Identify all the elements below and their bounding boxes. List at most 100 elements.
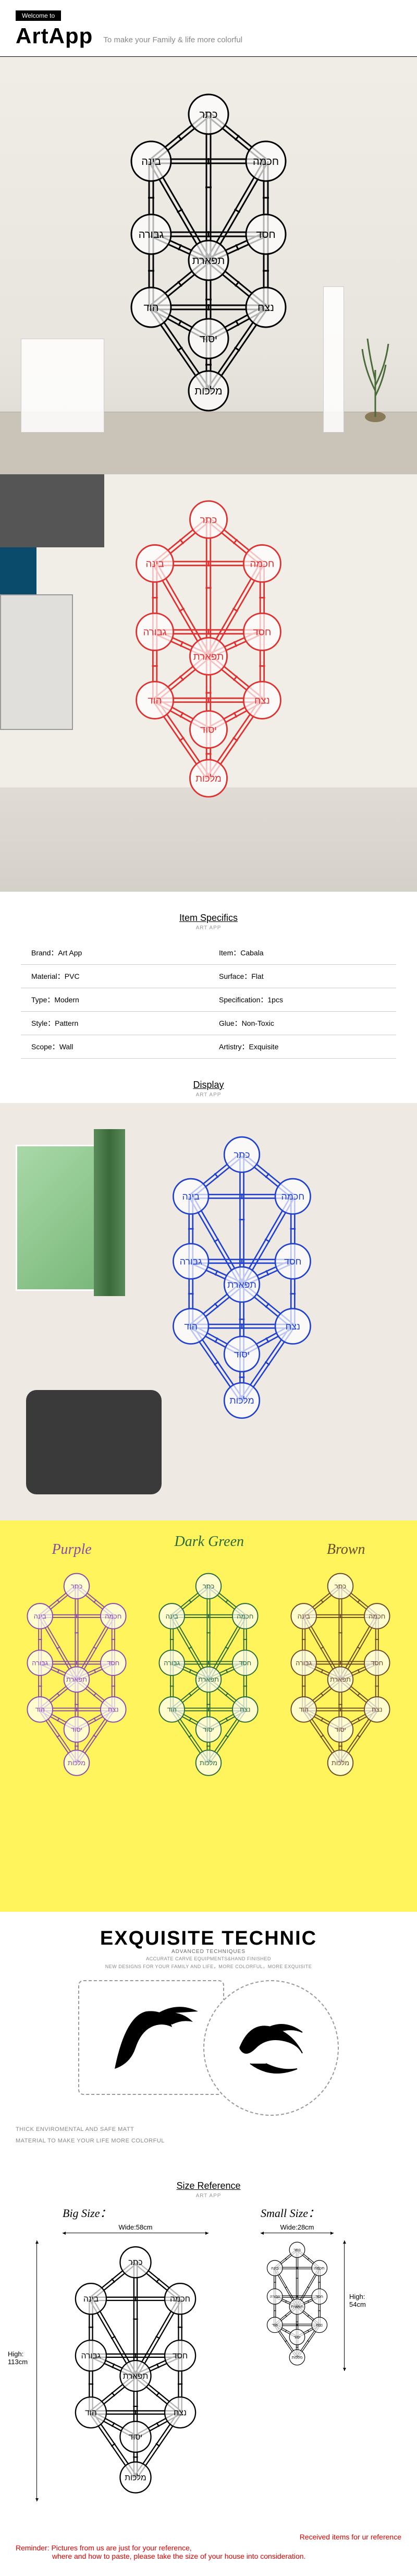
- svg-text:חסד: חסד: [316, 2294, 324, 2299]
- svg-text:כתר: כתר: [200, 109, 218, 121]
- svg-text:בינה: בינה: [298, 1612, 310, 1620]
- svg-text:יסוד: יסוד: [71, 1726, 82, 1733]
- product-scene-3: כתרחכמהבינהחסדגבורהתפארתנצחהודיסודמלכות: [0, 1103, 417, 1520]
- svg-text:תפארת: תפארת: [330, 1675, 351, 1683]
- technic-image-2: [203, 1980, 339, 2116]
- svg-text:חסד: חסד: [107, 1659, 119, 1667]
- technic-image-1: [78, 1980, 224, 2095]
- svg-text:כתר: כתר: [203, 1582, 214, 1590]
- section-title: Size Reference: [0, 2180, 417, 2191]
- svg-text:בינה: בינה: [83, 2295, 99, 2304]
- svg-text:חסד: חסד: [371, 1659, 384, 1667]
- svg-text:תפארת: תפארת: [193, 651, 224, 662]
- svg-text:בינה: בינה: [33, 1612, 46, 1620]
- variant-label-purple: Purple: [52, 1541, 91, 1558]
- svg-text:תפארת: תפארת: [66, 1675, 87, 1683]
- svg-text:תפארת: תפארת: [291, 2305, 303, 2309]
- svg-text:יסוד: יסוד: [203, 1726, 214, 1733]
- svg-text:חכמה: חכמה: [314, 2266, 324, 2271]
- svg-text:מלכות: מלכות: [229, 1395, 254, 1406]
- svg-text:נצח: נצח: [316, 2323, 323, 2328]
- svg-text:יסוד: יסוד: [200, 333, 217, 345]
- color-variants-panel: Purple Dark Green Brown כתרחכמהבינהחסדגב…: [0, 1520, 417, 1912]
- svg-text:הוד: הוד: [85, 2409, 97, 2417]
- plant-icon: [354, 328, 396, 422]
- spec-cell: Brand：Art App: [21, 941, 208, 965]
- variant-label-brown: Brown: [327, 1541, 365, 1558]
- svg-text:בינה: בינה: [141, 156, 161, 167]
- svg-text:מלכות: מלכות: [125, 2473, 146, 2482]
- section-sub: ART APP: [0, 2193, 417, 2199]
- svg-text:חסד: חסד: [239, 1659, 251, 1667]
- svg-text:חכמה: חכמה: [105, 1612, 121, 1620]
- specs-table: Brand：Art AppItem：CabalaMaterial：PVCSurf…: [21, 941, 396, 1059]
- svg-text:חכמה: חכמה: [281, 1191, 304, 1202]
- svg-text:נצח: נצח: [240, 1706, 250, 1714]
- big-width-label: Wide:58cm: [63, 2223, 208, 2231]
- svg-text:כתר: כתר: [293, 2248, 301, 2252]
- tree-of-life-green: כתרחכמהבינהחסדגבורהתפארתנצחהודיסודמלכות: [149, 1568, 268, 1777]
- svg-text:תפארת: תפארת: [227, 1279, 256, 1290]
- svg-text:מלכות: מלכות: [68, 1759, 85, 1767]
- small-height-label: High: 54cm: [349, 2293, 366, 2308]
- spec-cell: Glue：Non-Toxic: [208, 1012, 396, 1035]
- section-header-size: Size Reference ART APP: [0, 2180, 417, 2199]
- spec-cell: Scope：Wall: [21, 1035, 208, 1059]
- section-header-display: Display ART APP: [0, 1080, 417, 1098]
- technic-desc1: ACCURATE CARVE EQUIPMENTS&HAND FINISHED: [16, 1956, 401, 1961]
- small-width-label: Wide:28cm: [261, 2223, 334, 2231]
- svg-text:גבורה: גבורה: [143, 626, 166, 637]
- svg-text:כתר: כתר: [335, 1582, 346, 1590]
- product-scene-2: כתרחכמהבינהחסדגבורהתפארתנצחהודיסודמלכות: [0, 474, 417, 892]
- svg-text:מלכות: מלכות: [200, 1759, 217, 1767]
- svg-text:מלכות: מלכות: [195, 773, 222, 784]
- svg-text:כתר: כתר: [200, 514, 217, 525]
- svg-text:חכמה: חכמה: [250, 558, 275, 569]
- section-title: Display: [0, 1080, 417, 1091]
- tree-of-life-brown: כתרחכמהבינהחסדגבורהתפארתנצחהודיסודמלכות: [280, 1568, 400, 1777]
- svg-text:יסוד: יסוד: [335, 1726, 346, 1733]
- section-header-specs: Item Specifics ART APP: [0, 913, 417, 931]
- svg-text:הוד: הוד: [299, 1706, 309, 1714]
- welcome-badge: Welcome to: [16, 10, 61, 21]
- svg-text:נצח: נצח: [257, 302, 274, 314]
- technic-footer2: MATERIAL TO MAKE YOUR LIFE MORE COLORFUL: [16, 2138, 401, 2144]
- svg-text:תפארת: תפארת: [123, 2372, 149, 2381]
- svg-text:גבורה: גבורה: [81, 2352, 101, 2361]
- reminder-block: Received items for ur reference Reminder…: [0, 2527, 417, 2576]
- page-header: Welcome to ArtApp To make your Family & …: [0, 0, 417, 57]
- svg-text:בינה: בינה: [146, 558, 164, 569]
- svg-text:מלכות: מלכות: [292, 2355, 303, 2360]
- svg-text:חכמה: חכמה: [369, 1612, 386, 1620]
- spec-cell: Style：Pattern: [21, 1012, 208, 1035]
- reminder-ref: Received items for ur reference: [16, 2533, 401, 2541]
- svg-text:גבורה: גבורה: [139, 229, 164, 241]
- section-sub: ART APP: [0, 1092, 417, 1098]
- svg-text:בינה: בינה: [166, 1612, 178, 1620]
- tree-of-life-big: כתרחכמהבינהחסדגבורהתפארתנצחהודיסודמלכות: [63, 2237, 208, 2498]
- spec-cell: Surface：Flat: [208, 965, 396, 988]
- svg-text:יסוד: יסוד: [129, 2433, 143, 2442]
- svg-text:יסוד: יסוד: [200, 724, 217, 735]
- svg-text:הוד: הוד: [144, 302, 159, 314]
- svg-text:חסד: חסד: [173, 2352, 188, 2361]
- svg-text:נצח: נצח: [286, 1321, 300, 1332]
- spec-cell: Material：PVC: [21, 965, 208, 988]
- variant-label-green: Dark Green: [175, 1533, 244, 1558]
- svg-text:בינה: בינה: [182, 1191, 200, 1202]
- tagline: To make your Family & life more colorful: [103, 35, 242, 49]
- svg-text:תפארת: תפארת: [198, 1675, 219, 1683]
- svg-text:חסד: חסד: [253, 626, 271, 637]
- svg-text:כתר: כתר: [128, 2258, 142, 2267]
- product-scene-1: כתרחכמהבינהחסדגבורהתפארתנצחהודיסודמלכות: [0, 57, 417, 474]
- technic-desc2: NEW DESIGNS FOR YOUR FAMILY AND LIFE，MOR…: [16, 1963, 401, 1970]
- svg-text:יסוד: יסוד: [234, 1349, 250, 1359]
- section-title: Item Specifics: [0, 913, 417, 924]
- svg-text:חכמה: חכמה: [170, 2295, 190, 2304]
- section-sub: ART APP: [0, 925, 417, 931]
- svg-text:הוד: הוד: [35, 1706, 44, 1714]
- svg-text:כתר: כתר: [70, 1582, 82, 1590]
- svg-text:הוד: הוד: [148, 694, 162, 705]
- tree-of-life-small: כתרחכמהבינהחסדגבורהתפארתנצחהודיסודמלכות: [261, 2237, 334, 2368]
- svg-text:יסוד: יסוד: [293, 2335, 300, 2340]
